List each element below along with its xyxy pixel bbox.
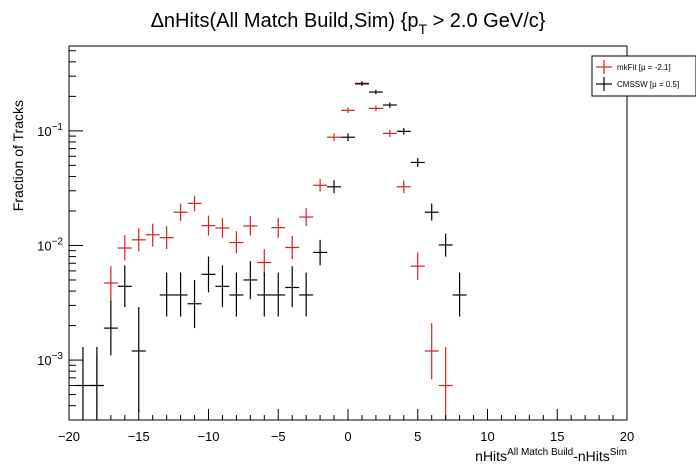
data-point-cmssw bbox=[341, 133, 355, 142]
data-point-mkfit bbox=[313, 178, 328, 192]
data-point-cmssw bbox=[368, 89, 383, 95]
legend-entries: mkFit [μ = -2.1] CMSSW [μ = 0.5] bbox=[596, 60, 679, 91]
x-tick-label: 5 bbox=[414, 429, 421, 444]
data-point-mkfit bbox=[299, 208, 314, 226]
data-point-cmssw bbox=[243, 261, 258, 300]
data-point-cmssw bbox=[103, 300, 118, 356]
data-point-cmssw bbox=[396, 127, 411, 135]
y-tick-label: 10−1 bbox=[37, 122, 63, 139]
data-point-mkfit bbox=[103, 266, 118, 303]
data-point-mkfit bbox=[396, 180, 411, 194]
x-tick-label: 15 bbox=[550, 429, 564, 444]
legend-entry-mkfit: mkFit [μ = -2.1] bbox=[596, 60, 671, 74]
data-point-cmssw bbox=[327, 180, 342, 194]
data-markers bbox=[75, 81, 467, 420]
data-point-mkfit bbox=[327, 133, 342, 142]
data-point-cmssw bbox=[229, 272, 244, 317]
y-axis-label: Fraction of Tracks bbox=[10, 100, 26, 211]
series-cmssw bbox=[75, 81, 467, 420]
data-point-mkfit bbox=[117, 235, 132, 261]
x-tick-label: 20 bbox=[620, 429, 634, 444]
data-point-cmssw bbox=[354, 81, 369, 86]
data-point-mkfit bbox=[131, 228, 146, 252]
data-point-cmssw bbox=[131, 307, 146, 413]
data-point-cmssw bbox=[117, 265, 132, 308]
data-point-cmssw bbox=[452, 272, 467, 317]
data-point-cmssw bbox=[159, 272, 174, 317]
data-point-mkfit bbox=[257, 249, 272, 277]
data-point-cmssw bbox=[438, 233, 453, 257]
x-tick-label: −5 bbox=[271, 429, 286, 444]
data-point-cmssw bbox=[285, 266, 300, 308]
data-point-cmssw bbox=[299, 272, 314, 317]
data-point-cmssw bbox=[410, 157, 425, 167]
axes: −20 −15 −10 −5 0 5 10 15 20 10−3 10−2 10−1 bbox=[37, 45, 634, 444]
data-point-mkfit bbox=[410, 252, 425, 280]
data-point-cmssw bbox=[89, 347, 104, 420]
y-tick-label: 10−2 bbox=[37, 236, 63, 253]
data-point-mkfit bbox=[201, 215, 216, 236]
data-point-mkfit bbox=[187, 195, 202, 212]
legend-box bbox=[591, 55, 696, 97]
x-tick-label: 0 bbox=[344, 429, 351, 444]
data-point-mkfit bbox=[243, 216, 258, 236]
data-point-cmssw bbox=[75, 347, 90, 420]
data-point-mkfit bbox=[382, 129, 397, 137]
data-point-cmssw bbox=[201, 256, 216, 293]
data-point-cmssw bbox=[257, 272, 272, 317]
data-point-mkfit bbox=[438, 347, 453, 420]
x-tick-label: −10 bbox=[197, 429, 219, 444]
data-point-cmssw bbox=[313, 239, 328, 266]
data-point-mkfit bbox=[173, 203, 188, 221]
x-axis-label: nHitsAll Match Build-nHitsSim bbox=[475, 447, 627, 464]
data-point-mkfit bbox=[271, 217, 286, 238]
x-tick-label: −20 bbox=[58, 429, 80, 444]
chart-title: ΔnHits(All Match Build,Sim) {pT > 2.0 Ge… bbox=[151, 10, 546, 37]
x-tick-label: 10 bbox=[480, 429, 494, 444]
data-point-mkfit bbox=[424, 323, 439, 380]
legend-entry-cmssw: CMSSW [μ = 0.5] bbox=[596, 77, 679, 91]
data-point-mkfit bbox=[285, 235, 300, 260]
legend-label: mkFit [μ = -2.1] bbox=[617, 63, 671, 72]
legend: mkFit [μ = -2.1] CMSSW [μ = 0.5] bbox=[591, 55, 696, 97]
data-point-mkfit bbox=[341, 107, 355, 114]
data-point-cmssw bbox=[173, 272, 188, 317]
data-point-cmssw bbox=[271, 272, 286, 317]
data-point-cmssw bbox=[215, 265, 230, 308]
data-point-mkfit bbox=[368, 105, 383, 112]
legend-label: CMSSW [μ = 0.5] bbox=[617, 80, 679, 89]
y-tick-label: 10−3 bbox=[37, 351, 63, 368]
data-point-cmssw bbox=[424, 203, 439, 221]
data-point-mkfit bbox=[145, 223, 160, 247]
data-point-mkfit bbox=[215, 218, 230, 238]
data-point-mkfit bbox=[229, 231, 244, 254]
x-tick-label: −15 bbox=[128, 429, 150, 444]
data-point-mkfit bbox=[159, 226, 174, 250]
data-point-cmssw bbox=[187, 279, 202, 329]
data-point-cmssw bbox=[382, 102, 397, 108]
